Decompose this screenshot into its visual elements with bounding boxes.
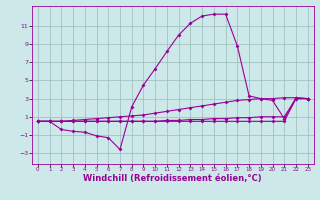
X-axis label: Windchill (Refroidissement éolien,°C): Windchill (Refroidissement éolien,°C) [84,174,262,183]
